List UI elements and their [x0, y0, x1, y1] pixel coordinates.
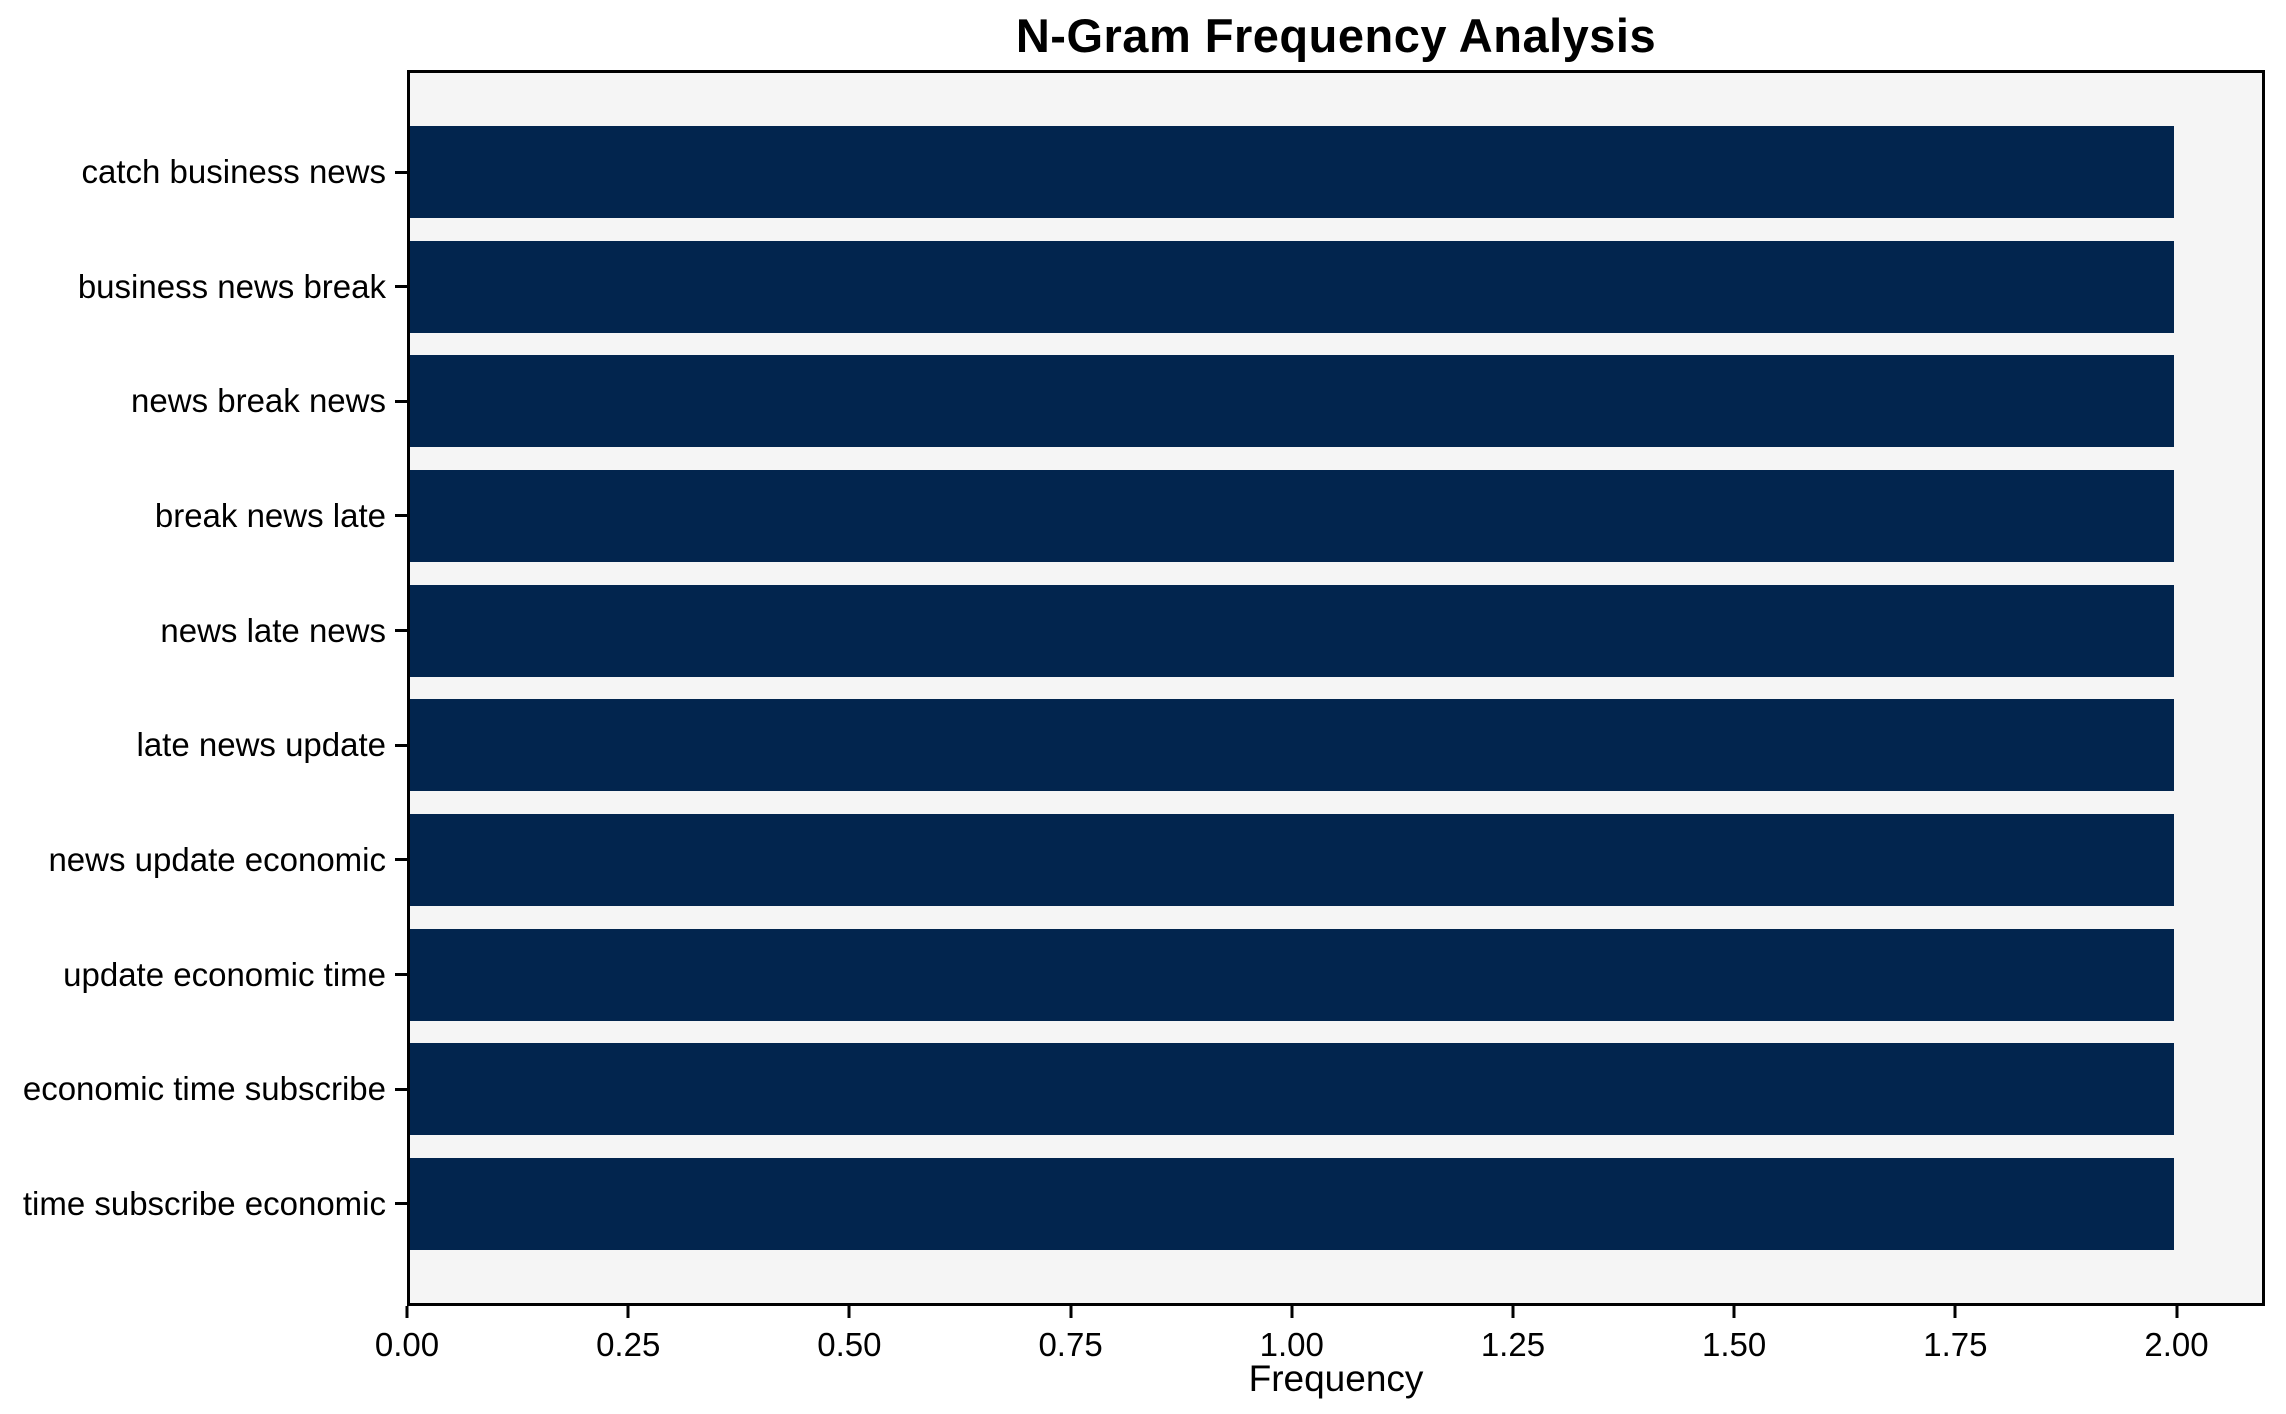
- bar: [410, 928, 2174, 1021]
- x-tick-label: 0.75: [1038, 1326, 1103, 1363]
- y-tick-row: economic time subscribe: [0, 1043, 407, 1135]
- x-tick-label: 1.25: [1480, 1326, 1546, 1363]
- y-tick-row: break news late: [0, 470, 407, 562]
- y-tick-mark: [395, 858, 407, 862]
- bar: [410, 1043, 2174, 1136]
- y-tick-row: news late news: [0, 585, 407, 677]
- x-tick-label: 1.50: [1702, 1326, 1767, 1363]
- bars-container: [410, 73, 2262, 1303]
- y-tick-row: time subscribe economic: [0, 1158, 407, 1250]
- bar: [410, 355, 2174, 448]
- chart-title: N-Gram Frequency Analysis: [1015, 9, 1657, 62]
- y-tick-mark: [395, 1202, 407, 1206]
- y-tick-label: update economic time: [63, 955, 386, 993]
- y-tick-mark: [395, 629, 407, 633]
- y-tick-label: break news late: [154, 496, 386, 534]
- y-tick-row: late news update: [0, 699, 407, 791]
- y-tick-label: time subscribe economic: [22, 1184, 386, 1222]
- x-tick-mark: [1511, 1306, 1515, 1318]
- y-tick-label: economic time subscribe: [22, 1070, 386, 1108]
- y-tick-label: business news break: [77, 267, 386, 305]
- y-tick-label: news update economic: [48, 840, 386, 878]
- y-tick-mark: [395, 399, 407, 403]
- x-axis-ticks: 0.00 0.25 0.50 0.75 1.00 1.25 1.50 1.75 2.00: [375, 1306, 2265, 1414]
- y-tick-label: catch business news: [81, 153, 387, 190]
- x-tick-label: 1.00: [1259, 1326, 1324, 1363]
- y-tick-label: news break news: [131, 382, 386, 420]
- x-tick-mark: [847, 1306, 851, 1318]
- x-tick-label: 0.00: [374, 1326, 440, 1363]
- x-tick-mark: [1290, 1306, 1294, 1318]
- bar: [410, 240, 2174, 333]
- y-tick-label: news late news: [160, 611, 386, 649]
- x-axis-label: Frequency: [1248, 1358, 1424, 1399]
- plot-area: [407, 70, 2265, 1306]
- x-tick-label: 1.75: [1923, 1326, 1988, 1363]
- y-tick-row: business news break: [0, 241, 407, 333]
- x-tick-mark: [1069, 1306, 1073, 1318]
- bar: [410, 469, 2174, 562]
- y-tick-mark: [395, 1087, 407, 1091]
- x-tick-mark: [2175, 1306, 2179, 1318]
- x-tick-mark: [1953, 1306, 1957, 1318]
- y-tick-label: late news update: [136, 726, 386, 764]
- y-tick-row: update economic time: [0, 929, 407, 1021]
- x-tick-mark: [626, 1306, 630, 1318]
- bar: [410, 584, 2174, 677]
- bar: [410, 699, 2174, 792]
- bar: [410, 1157, 2174, 1250]
- x-tick-label: 0.50: [817, 1326, 882, 1363]
- y-tick-row: news break news: [0, 355, 407, 447]
- bar: [410, 126, 2174, 218]
- x-tick-mark: [1732, 1306, 1736, 1318]
- y-axis-labels: catch business news business news break ne…: [0, 73, 407, 1303]
- y-tick-mark: [395, 170, 407, 174]
- y-tick-mark: [395, 285, 407, 289]
- y-tick-row: catch business news: [0, 126, 407, 218]
- y-tick-mark: [395, 973, 407, 977]
- y-tick-mark: [395, 514, 407, 518]
- x-tick-mark: [405, 1306, 409, 1318]
- y-tick-mark: [395, 743, 407, 747]
- bar: [410, 813, 2174, 906]
- x-tick-label: 0.25: [596, 1326, 661, 1363]
- y-tick-row: news update economic: [0, 814, 407, 906]
- x-tick-label: 2.00: [2144, 1326, 2209, 1363]
